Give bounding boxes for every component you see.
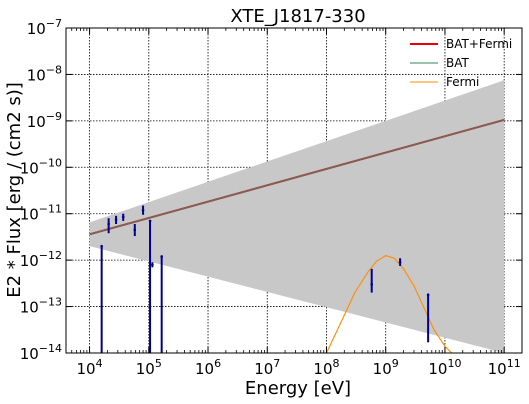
x-tick-label-7: 1011 [488,357,521,378]
y-axis-title: E2 * Flux [erg / (cm2 s)] [4,82,25,298]
data-point-2 [114,218,118,221]
legend-label-1: BAT [446,56,470,70]
data-point-3 [121,215,125,219]
data-point-6 [148,219,152,223]
y-tick-label-6: 10−8 [27,63,62,84]
data-point-7 [151,263,154,266]
x-tick-label-0: 104 [77,357,103,378]
data-point-0 [100,244,103,248]
data-point-9 [370,283,374,286]
data-point-1 [107,222,110,226]
x-tick-label-4: 108 [313,357,339,378]
x-tick-label-5: 109 [373,357,399,378]
y-tick-label-1: 10−13 [20,296,62,317]
plot-area: 104 105 106 107 108 109 1010 1011 10−14 10−13 10−1… [20,17,523,378]
plot-content [89,80,505,353]
x-tick-label-3: 107 [254,357,280,378]
series-line-fermi [325,255,453,353]
data-point-5 [141,208,145,212]
data-point-11 [426,293,430,297]
y-tick-label-5: 10−9 [27,110,62,131]
y-tick-label-3: 10−11 [20,203,62,224]
x-tick-label-6: 1010 [428,357,461,378]
data-point-10 [398,260,402,264]
y-tick-label-0: 10−14 [20,342,62,363]
combined-fit-line [89,118,505,236]
data-point-4 [133,228,137,232]
y-tick-label-4: 10−10 [20,156,62,177]
legend: BAT+Fermi BAT Fermi [410,37,512,89]
legend-label-2: Fermi [446,75,479,89]
y-tick-label-7: 10−7 [27,17,62,38]
legend-label-0: BAT+Fermi [446,37,512,51]
data-point-8 [160,255,163,258]
y-tick-label-2: 10−12 [20,249,62,270]
chart-title: XTE_J1817-330 [230,6,365,27]
x-tick-label-2: 106 [195,357,221,378]
x-tick-label-1: 105 [136,357,162,378]
x-axis-title: Energy [eV] [245,378,351,399]
axes-frame [65,27,523,354]
